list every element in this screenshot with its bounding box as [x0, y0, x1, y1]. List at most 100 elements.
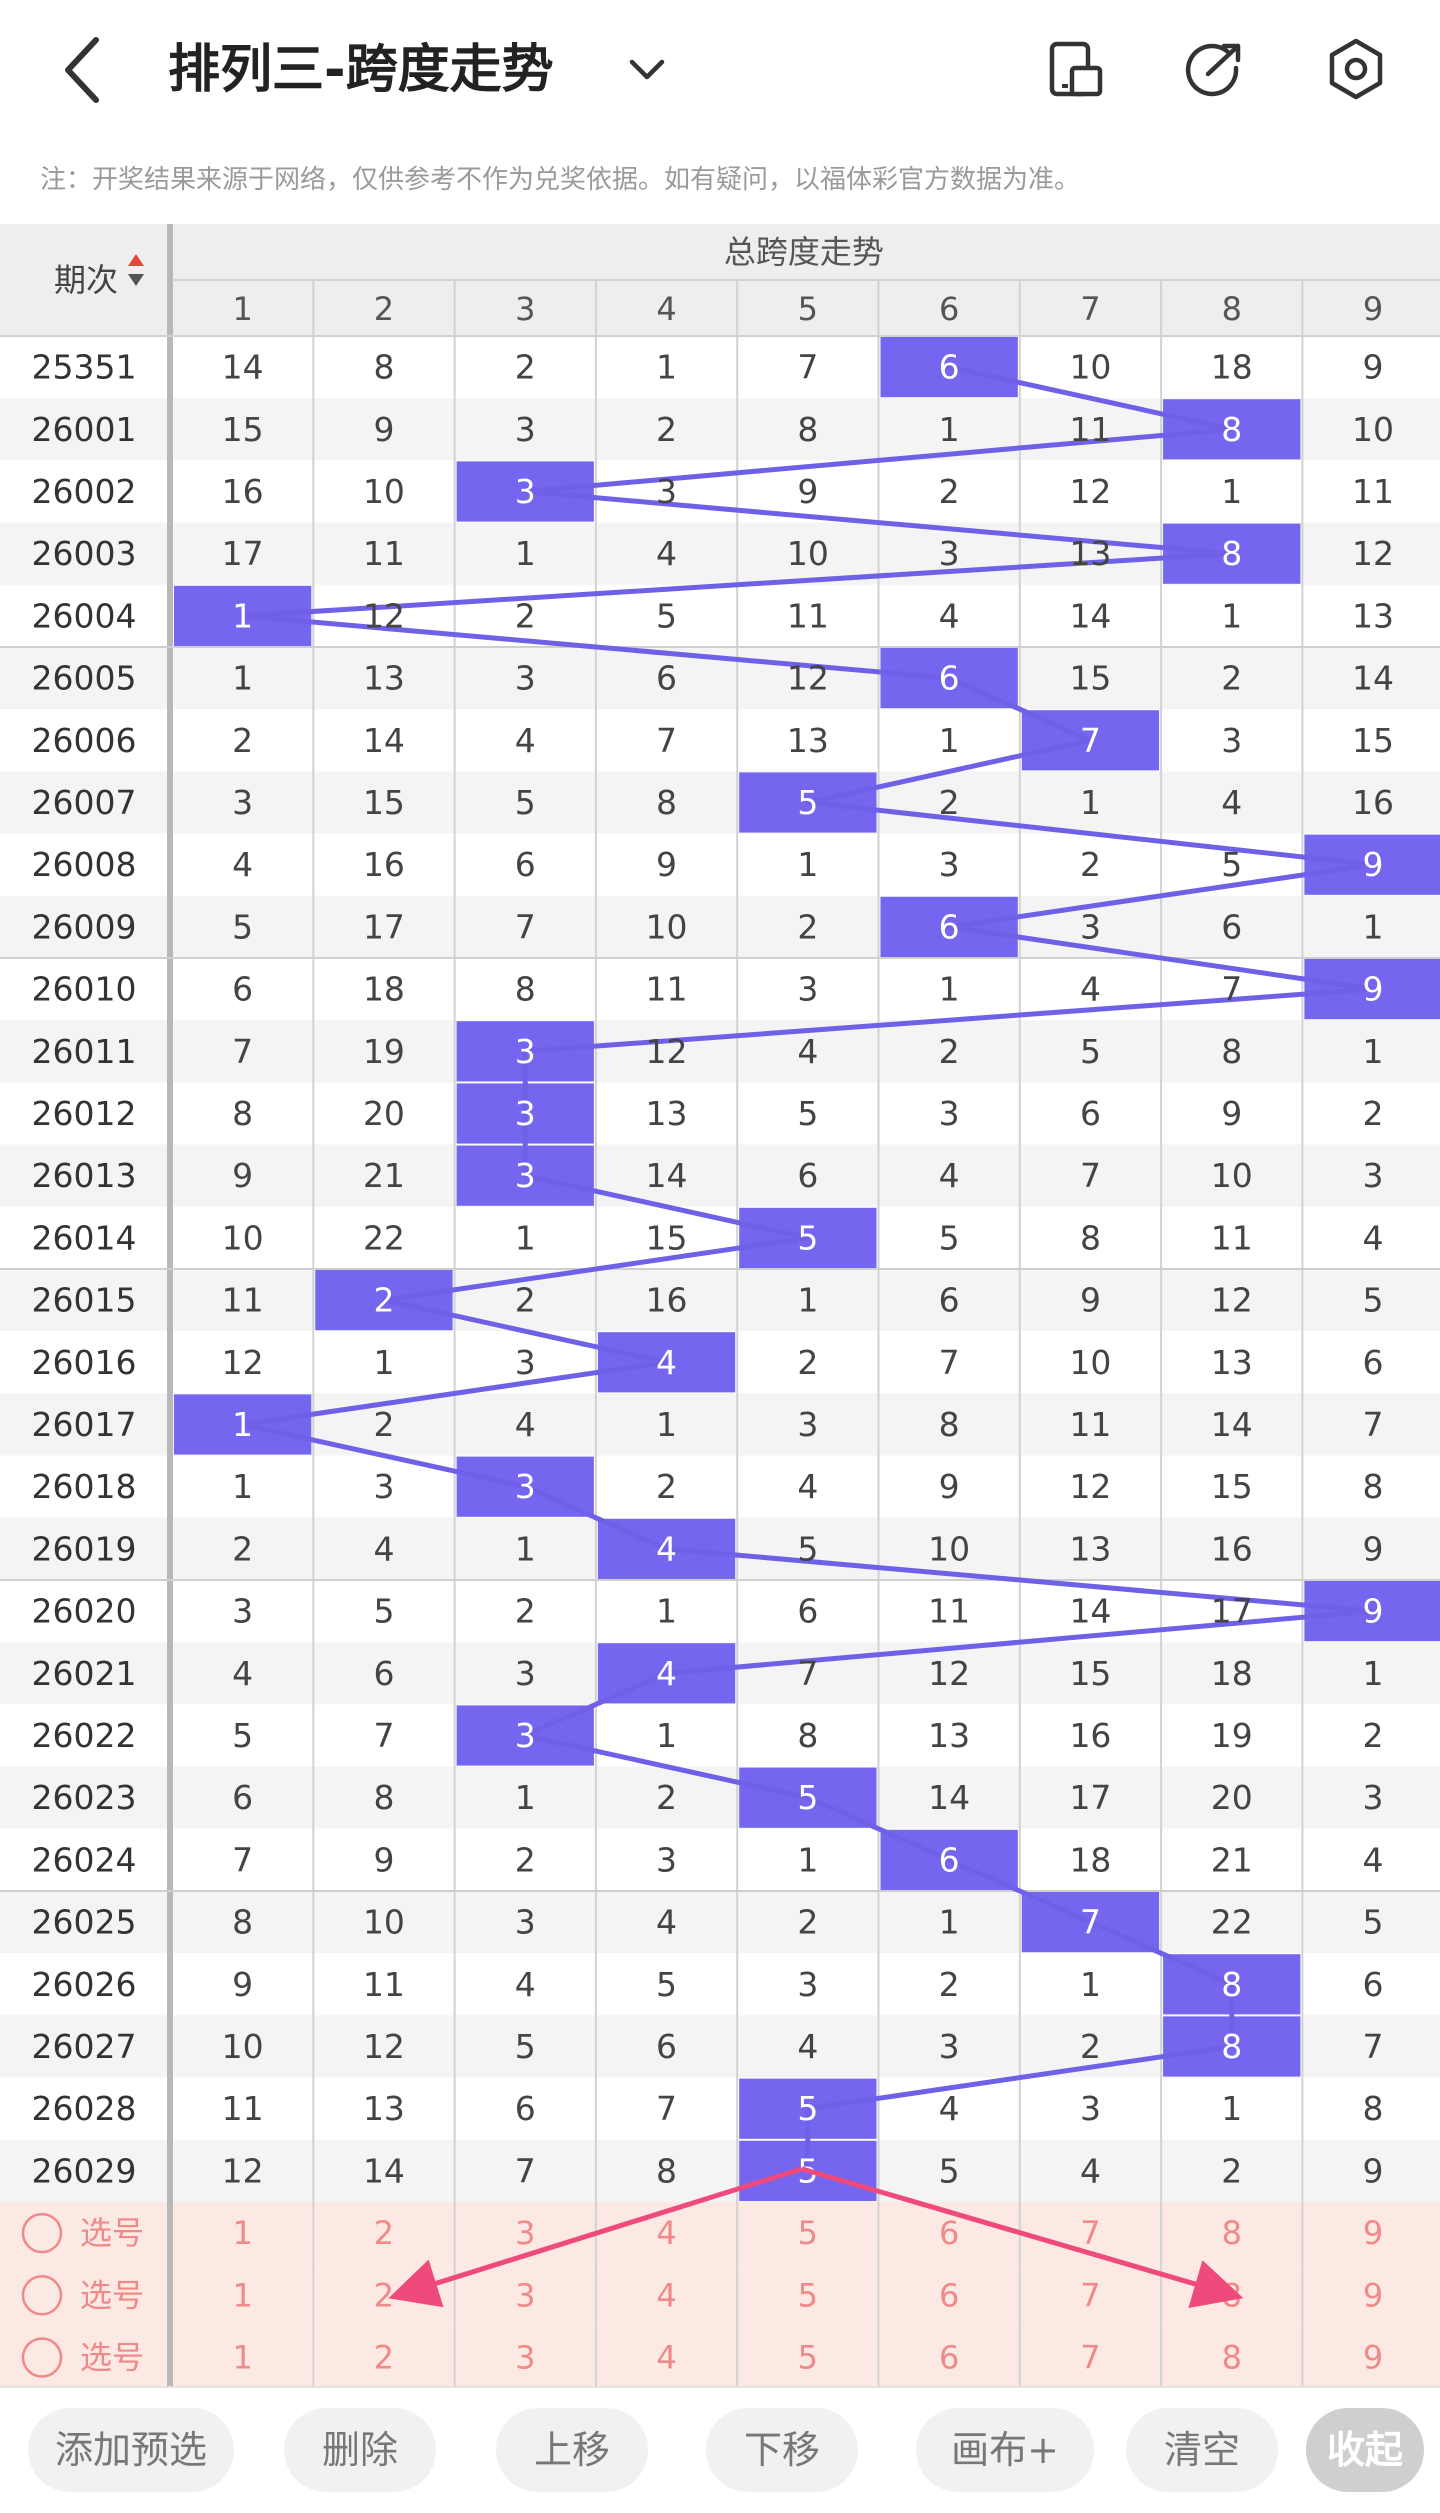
cell-value: 14: [1069, 1592, 1111, 1631]
preselect-cell[interactable]: 5: [798, 2339, 818, 2377]
cell-value: 7: [232, 1840, 253, 1879]
preselect-cell[interactable]: 9: [1363, 2214, 1383, 2252]
preselect-cell[interactable]: 8: [1222, 2339, 1242, 2377]
add-preselect-button[interactable]: 添加预选: [28, 2408, 234, 2492]
preselect-cell[interactable]: 2: [374, 2339, 394, 2377]
delete-button[interactable]: 删除: [284, 2408, 436, 2492]
hit-value: 4: [656, 1654, 677, 1693]
period-label: 26021: [32, 1654, 137, 1693]
cell-value: 5: [656, 1965, 677, 2004]
cell-value: 5: [1080, 1032, 1101, 1071]
period-header[interactable]: 期次: [54, 261, 118, 299]
preselect-cell[interactable]: 1: [232, 2276, 252, 2314]
preselect-cell[interactable]: 8: [1222, 2214, 1242, 2252]
cell-value: 8: [373, 1778, 394, 1817]
cell-value: 15: [1211, 1467, 1253, 1506]
cell-value: 14: [363, 721, 405, 760]
cell-value: 13: [363, 2089, 405, 2128]
cell-value: 8: [232, 1903, 253, 1942]
column-header: 4: [656, 290, 676, 328]
preselect-cell[interactable]: 2: [374, 2276, 394, 2314]
sort-down-icon[interactable]: [128, 274, 144, 286]
trend-line: [381, 1235, 811, 1303]
clear-button[interactable]: 清空: [1126, 2408, 1278, 2492]
settings-icon[interactable]: [1324, 36, 1388, 102]
trend-line: [946, 1857, 1093, 1925]
share-icon[interactable]: [1184, 38, 1244, 100]
cell-value: 4: [656, 1903, 677, 1942]
period-label: 26020: [32, 1592, 137, 1631]
cell-value: 2: [1080, 2027, 1101, 2066]
preselect-cell[interactable]: 5: [798, 2214, 818, 2252]
cell-value: 12: [1352, 534, 1394, 573]
preselect-cell[interactable]: 3: [515, 2276, 535, 2314]
cell-value: 19: [363, 1032, 405, 1071]
collapse-button[interactable]: 收起: [1306, 2408, 1424, 2492]
cell-value: 9: [1363, 1529, 1384, 1568]
cell-value: 10: [1352, 410, 1394, 449]
preselect-label[interactable]: 选号: [80, 2214, 144, 2252]
cell-value: 14: [222, 348, 264, 387]
move-down-button[interactable]: 下移: [706, 2408, 858, 2492]
period-label: 26009: [32, 907, 137, 946]
preselect-cell[interactable]: 2: [374, 2214, 394, 2252]
preselect-label[interactable]: 选号: [80, 2339, 144, 2377]
preselect-cell[interactable]: 7: [1080, 2276, 1100, 2314]
preselect-cell[interactable]: 7: [1080, 2214, 1100, 2252]
page-title[interactable]: 排列三-跨度走势: [168, 40, 554, 100]
layout-toggle-icon[interactable]: [1046, 38, 1106, 100]
cell-value: 9: [232, 1156, 253, 1195]
table-row: [0, 1455, 1440, 1518]
hit-value: 4: [656, 1343, 677, 1382]
cell-value: 18: [1069, 1840, 1111, 1879]
canvas-button[interactable]: 画布+: [916, 2408, 1094, 2492]
cell-value: 5: [939, 1218, 960, 1257]
chevron-down-icon[interactable]: [622, 44, 672, 94]
cell-value: 5: [232, 1716, 253, 1755]
preselect-row[interactable]: [0, 2202, 1440, 2265]
preselect-cell[interactable]: 4: [656, 2214, 676, 2252]
preselect-label[interactable]: 选号: [80, 2276, 144, 2314]
preselect-cell[interactable]: 4: [656, 2339, 676, 2377]
table-row: [0, 336, 1440, 399]
preselect-cell[interactable]: 7: [1080, 2339, 1100, 2377]
hit-value: 3: [515, 1032, 536, 1071]
preselect-cell[interactable]: 4: [656, 2276, 676, 2314]
cell-value: 17: [363, 907, 405, 946]
preselect-row[interactable]: [0, 2326, 1440, 2386]
preselect-cell[interactable]: 9: [1363, 2276, 1383, 2314]
cell-value: 11: [363, 1965, 405, 2004]
cell-value: 16: [646, 1281, 688, 1320]
radio-icon[interactable]: [21, 2275, 63, 2316]
app-header: 排列三-跨度走势: [0, 0, 1440, 140]
preselect-cell[interactable]: 1: [232, 2214, 252, 2252]
trend-line: [240, 1359, 670, 1427]
period-label: 26013: [32, 1156, 137, 1195]
preselect-cell[interactable]: 9: [1363, 2339, 1383, 2377]
preselect-cell[interactable]: 6: [939, 2276, 959, 2314]
radio-icon[interactable]: [21, 2337, 63, 2378]
chevron-left-icon[interactable]: [56, 30, 116, 110]
cell-value: 6: [232, 970, 253, 1009]
preselect-cell[interactable]: 1: [232, 2339, 252, 2377]
trend-line: [805, 2044, 1235, 2112]
preselect-cell[interactable]: 6: [939, 2339, 959, 2377]
cell-value: 7: [1363, 2027, 1384, 2066]
preselect-cell[interactable]: 3: [515, 2339, 535, 2377]
preselect-cell[interactable]: 6: [939, 2214, 959, 2252]
table-row: [0, 460, 1440, 523]
move-up-button[interactable]: 上移: [496, 2408, 648, 2492]
cell-value: 9: [373, 1840, 394, 1879]
cell-value: 14: [363, 2151, 405, 2190]
column-header: 7: [1080, 290, 1100, 328]
preselect-cell[interactable]: 5: [798, 2276, 818, 2314]
sort-up-icon[interactable]: [128, 254, 144, 266]
period-label: 26007: [32, 783, 137, 822]
preselect-cell[interactable]: 3: [515, 2214, 535, 2252]
period-label: 26024: [32, 1840, 137, 1879]
cell-value: 4: [1363, 1840, 1384, 1879]
radio-icon[interactable]: [21, 2212, 63, 2254]
cell-value: 2: [939, 1965, 960, 2004]
cell-value: 4: [939, 596, 960, 635]
bottom-toolbar: 添加预选 删除 上移 下移 画布+ 清空 收起: [0, 2386, 1440, 2513]
